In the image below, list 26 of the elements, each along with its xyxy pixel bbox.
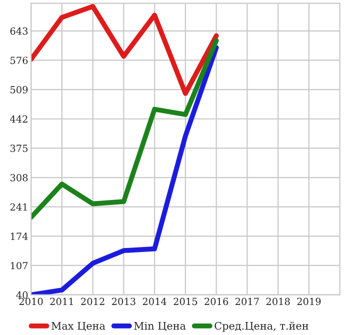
x-tick-label: 2013: [112, 298, 136, 306]
x-tick-label: 2011: [50, 298, 73, 306]
x-tick-label: 2010: [19, 298, 43, 306]
x-tick-label: 2014: [142, 298, 166, 306]
y-tick-label: 241: [10, 203, 27, 211]
line-series: [31, 38, 219, 220]
x-tick-label: 2016: [204, 298, 228, 306]
legend-label: Min Цена: [134, 322, 186, 332]
y-tick-label: 509: [10, 86, 28, 94]
y-tick-label: 40: [16, 291, 28, 299]
y-tick-label: 375: [10, 144, 28, 152]
y-tick-label: 107: [10, 262, 28, 270]
y-tick-label: 308: [10, 174, 28, 182]
y-tick-label: 174: [10, 232, 28, 240]
x-tick-label: 2015: [174, 298, 198, 306]
x-tick-label: 2018: [266, 298, 290, 306]
y-tick-label: 442: [10, 115, 28, 123]
x-tick-label: 2017: [235, 298, 259, 306]
x-tick-label: 2012: [81, 298, 104, 306]
x-tick-label: 2019: [297, 298, 321, 306]
y-tick-label: 576: [10, 56, 28, 64]
line-series: [31, 4, 219, 96]
y-tick-label: 643: [10, 27, 28, 35]
line-series: [31, 45, 219, 295]
legend-label: Max Цена: [52, 322, 106, 332]
legend-label: Сред.Цена, т.йен: [214, 322, 308, 332]
